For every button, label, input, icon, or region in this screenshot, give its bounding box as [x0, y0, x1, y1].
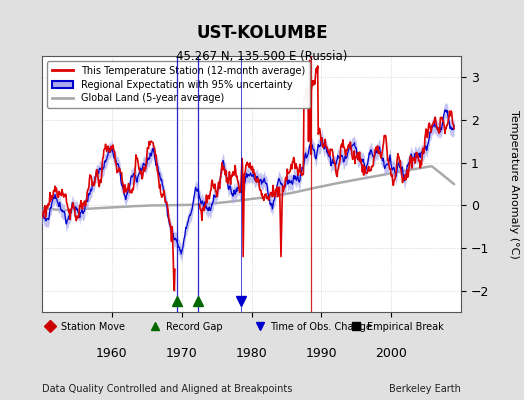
Text: Time of Obs. Change: Time of Obs. Change [270, 322, 372, 332]
Text: Empirical Break: Empirical Break [367, 322, 443, 332]
Text: Data Quality Controlled and Aligned at Breakpoints: Data Quality Controlled and Aligned at B… [42, 384, 292, 394]
Text: 1970: 1970 [166, 347, 198, 360]
Text: 1980: 1980 [236, 347, 267, 360]
Text: Station Move: Station Move [61, 322, 125, 332]
Text: 1990: 1990 [305, 347, 337, 360]
Legend: This Temperature Station (12-month average), Regional Expectation with 95% uncer: This Temperature Station (12-month avera… [47, 61, 310, 108]
Text: 1960: 1960 [96, 347, 128, 360]
Y-axis label: Temperature Anomaly (°C): Temperature Anomaly (°C) [509, 110, 519, 258]
Text: Record Gap: Record Gap [166, 322, 222, 332]
Text: Berkeley Earth: Berkeley Earth [389, 384, 461, 394]
Text: 2000: 2000 [375, 347, 407, 360]
Text: UST-KOLUMBE: UST-KOLUMBE [196, 24, 328, 42]
Text: 45.267 N, 135.500 E (Russia): 45.267 N, 135.500 E (Russia) [176, 50, 348, 63]
